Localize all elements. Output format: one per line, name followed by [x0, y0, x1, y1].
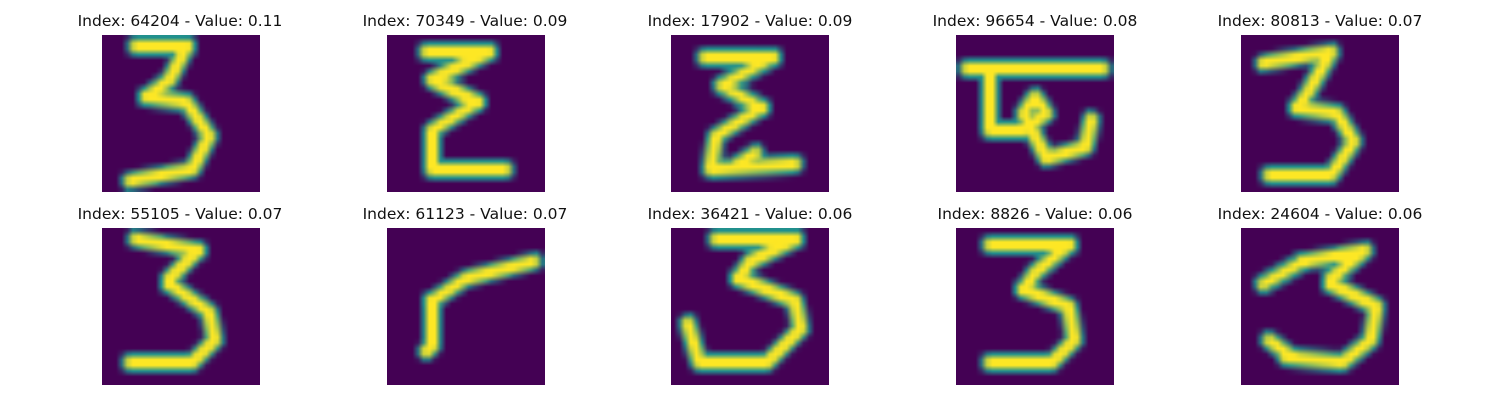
panel-title-8: Index: 36421 - Value: 0.06 — [600, 205, 900, 223]
panel-title-2: Index: 70349 - Value: 0.09 — [315, 12, 615, 30]
digit-image-8 — [671, 228, 829, 385]
panel-title-7: Index: 61123 - Value: 0.07 — [315, 205, 615, 223]
panel-title-9: Index: 8826 - Value: 0.06 — [885, 205, 1185, 223]
digit-image-3 — [671, 35, 829, 192]
digit-image-2 — [387, 35, 545, 192]
panel-title-5: Index: 80813 - Value: 0.07 — [1170, 12, 1470, 30]
digit-image-10 — [1241, 228, 1399, 385]
panel-title-4: Index: 96654 - Value: 0.08 — [885, 12, 1185, 30]
digit-image-5 — [1241, 35, 1399, 192]
digit-image-7 — [387, 228, 545, 385]
panel-title-1: Index: 64204 - Value: 0.11 — [30, 12, 330, 30]
digit-image-1 — [102, 35, 260, 192]
panel-title-6: Index: 55105 - Value: 0.07 — [30, 205, 330, 223]
digit-image-4 — [956, 35, 1114, 192]
panel-title-3: Index: 17902 - Value: 0.09 — [600, 12, 900, 30]
digit-image-6 — [102, 228, 260, 385]
panel-title-10: Index: 24604 - Value: 0.06 — [1170, 205, 1470, 223]
digit-image-9 — [956, 228, 1114, 385]
